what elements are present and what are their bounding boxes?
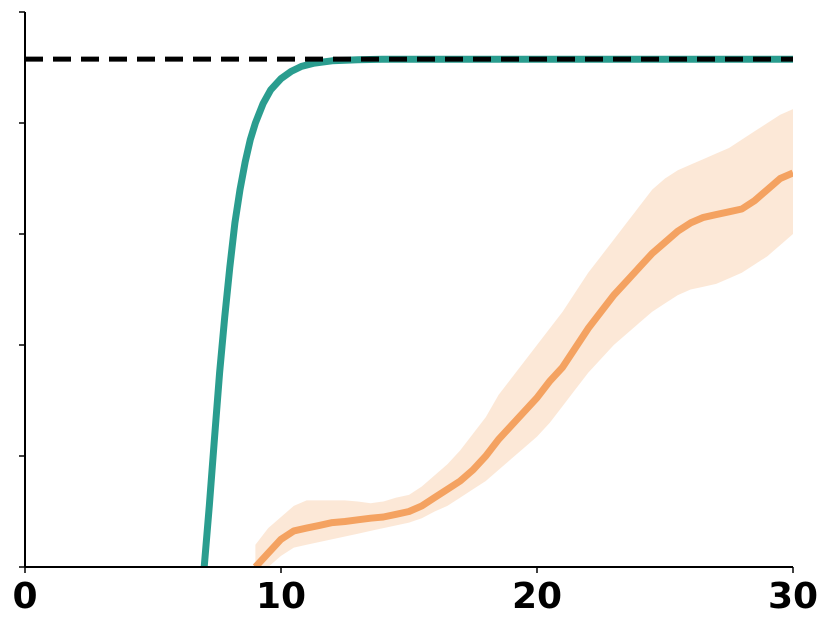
series-1-confidence-band <box>255 109 793 567</box>
axes <box>24 12 793 568</box>
x-tick-label: 0 <box>12 576 37 617</box>
x-tick-label: 30 <box>768 576 818 617</box>
series-1-line <box>252 169 793 567</box>
confidence-bands <box>255 109 793 567</box>
ticks: 0 10 20 30 <box>12 11 818 617</box>
series-0-line <box>200 55 793 567</box>
x-tick-label: 10 <box>256 576 306 617</box>
series-lines <box>200 55 793 567</box>
x-tick-label: 20 <box>512 576 562 617</box>
